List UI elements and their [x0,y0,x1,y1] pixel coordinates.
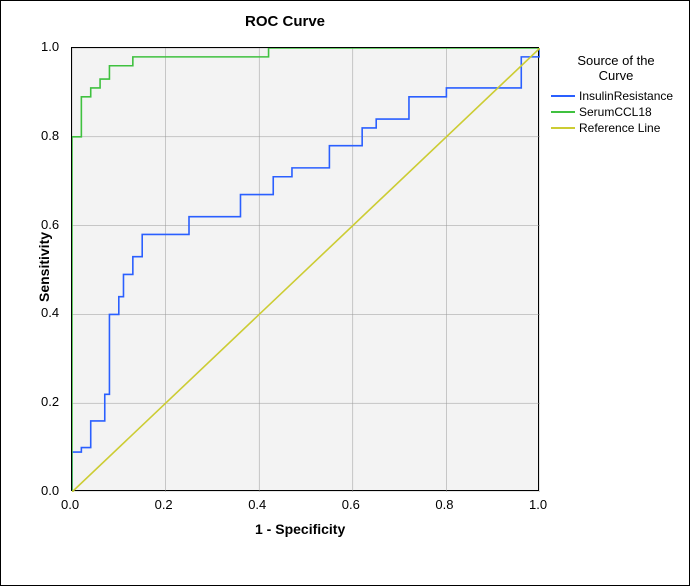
chart-svg [72,48,540,492]
legend-item: InsulinResistance [551,89,681,103]
x-tick-label: 0.8 [435,497,453,512]
y-tick-label: 0.2 [41,394,59,409]
x-tick-label: 0.4 [248,497,266,512]
legend-label: Reference Line [579,121,660,135]
y-tick-label: 0.8 [41,128,59,143]
series-Reference Line [72,48,540,492]
legend-swatch [551,127,575,129]
y-tick-label: 0.4 [41,305,59,320]
x-tick-label: 1.0 [529,497,547,512]
legend-label: SerumCCL18 [579,105,652,119]
x-tick-label: 0.6 [342,497,360,512]
plot-area [71,47,539,491]
y-tick-label: 1.0 [41,39,59,54]
legend-swatch [551,95,575,97]
y-tick-label: 0.6 [41,217,59,232]
chart-container: ROC Curve Sensitivity 1 - Specificity So… [0,0,690,586]
legend-item: Reference Line [551,121,681,135]
legend-item: SerumCCL18 [551,105,681,119]
legend-title: Source of theCurve [551,53,681,83]
chart-title: ROC Curve [1,13,569,30]
x-tick-label: 0.0 [61,497,79,512]
x-tick-label: 0.2 [155,497,173,512]
legend-label: InsulinResistance [579,89,673,103]
legend-swatch [551,111,575,113]
y-axis-label: Sensitivity [36,232,52,302]
legend: Source of theCurve InsulinResistance Seru… [551,53,681,137]
x-axis-label: 1 - Specificity [255,521,345,537]
y-tick-label: 0.0 [41,483,59,498]
